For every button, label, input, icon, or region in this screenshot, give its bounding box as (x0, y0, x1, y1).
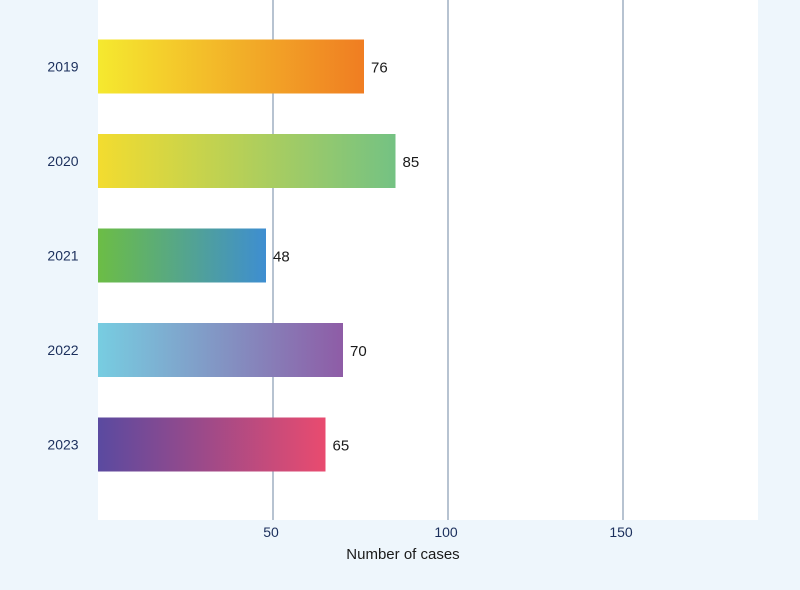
labels: 50 100 150 2019 76 2020 85 2021 48 2022 70 2023 65 (47, 59, 632, 541)
category-label: 2019 (47, 59, 78, 75)
value-label: 48 (273, 249, 290, 266)
bar-2022 (98, 323, 343, 377)
x-tick-label: 150 (609, 524, 633, 540)
value-label: 65 (333, 438, 350, 455)
bar-2023 (98, 417, 326, 472)
value-label: 85 (403, 154, 420, 171)
bars (98, 39, 396, 472)
category-label: 2021 (47, 248, 78, 264)
bar-2021 (98, 228, 266, 283)
x-axis-title: Number of cases (346, 546, 459, 563)
bar-2020 (98, 134, 396, 188)
x-tick-label: 100 (434, 524, 458, 540)
category-label: 2022 (47, 342, 78, 358)
bar-2019 (98, 39, 364, 94)
category-label: 2023 (47, 437, 78, 453)
value-label: 70 (350, 343, 367, 360)
category-label: 2020 (47, 153, 78, 169)
value-label: 76 (371, 60, 388, 77)
x-tick-label: 50 (263, 524, 279, 540)
